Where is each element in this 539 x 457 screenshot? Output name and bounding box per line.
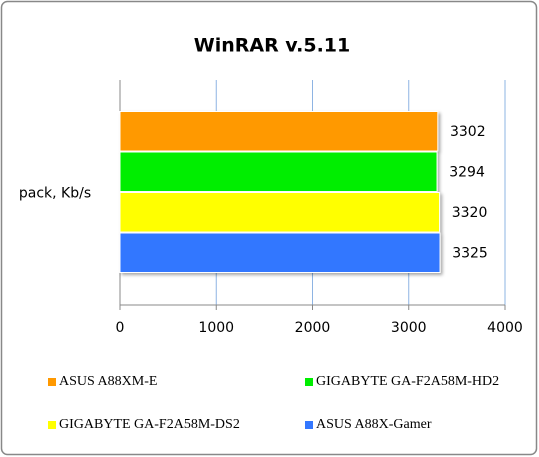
legend-swatch <box>48 421 56 429</box>
y-tick-label: pack, Kb/s <box>19 186 91 202</box>
bar <box>119 151 438 192</box>
value-label: 3302 <box>450 124 486 140</box>
legend-label: ASUS A88XM-E <box>59 374 157 389</box>
x-tick-label: 3000 <box>391 320 427 336</box>
value-label: 3294 <box>449 164 485 180</box>
chart-title: WinRAR v.5.11 <box>194 35 351 57</box>
legend-swatch <box>48 378 56 386</box>
bar <box>119 192 441 233</box>
x-tick-label: 0 <box>116 320 125 336</box>
legend-label: ASUS A88X-Gamer <box>316 417 432 432</box>
x-tick-label: 4000 <box>487 320 523 336</box>
bar <box>119 111 439 152</box>
x-tick-label: 2000 <box>295 320 331 336</box>
legend-swatch <box>305 421 313 429</box>
legend-label: GIGABYTE GA-F2A58M-DS2 <box>59 417 240 432</box>
legend-label: GIGABYTE GA-F2A58M-HD2 <box>316 374 499 389</box>
legend-swatch <box>305 378 313 386</box>
x-tick-label: 1000 <box>198 320 234 336</box>
value-label: 3320 <box>452 205 488 221</box>
bar <box>119 232 441 273</box>
value-label: 3325 <box>452 245 488 261</box>
